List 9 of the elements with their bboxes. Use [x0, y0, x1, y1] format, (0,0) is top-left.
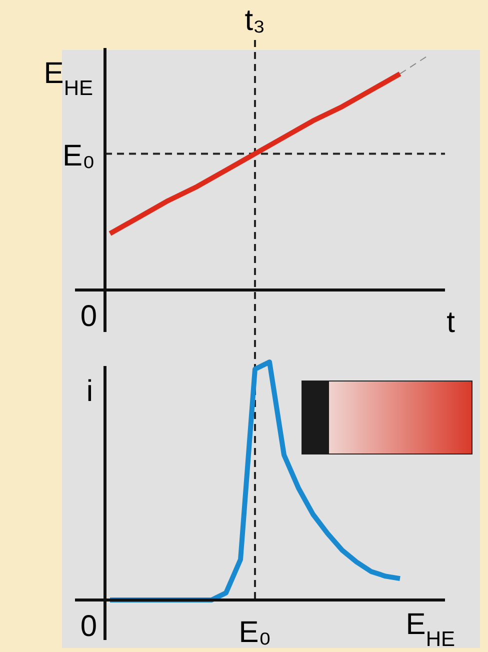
text: 0 — [80, 610, 97, 643]
y-axis-title: i — [86, 375, 93, 408]
text: E₀ — [238, 616, 272, 649]
ref-line-label: E₀ — [62, 140, 95, 173]
y-axis-title: E$_{HE}$ — [44, 57, 93, 100]
x-axis-title: t — [446, 306, 456, 339]
text: t₃ — [244, 4, 266, 37]
x-axis-title: E$_{HE}$ — [406, 608, 455, 650]
text: 0 — [80, 300, 97, 333]
